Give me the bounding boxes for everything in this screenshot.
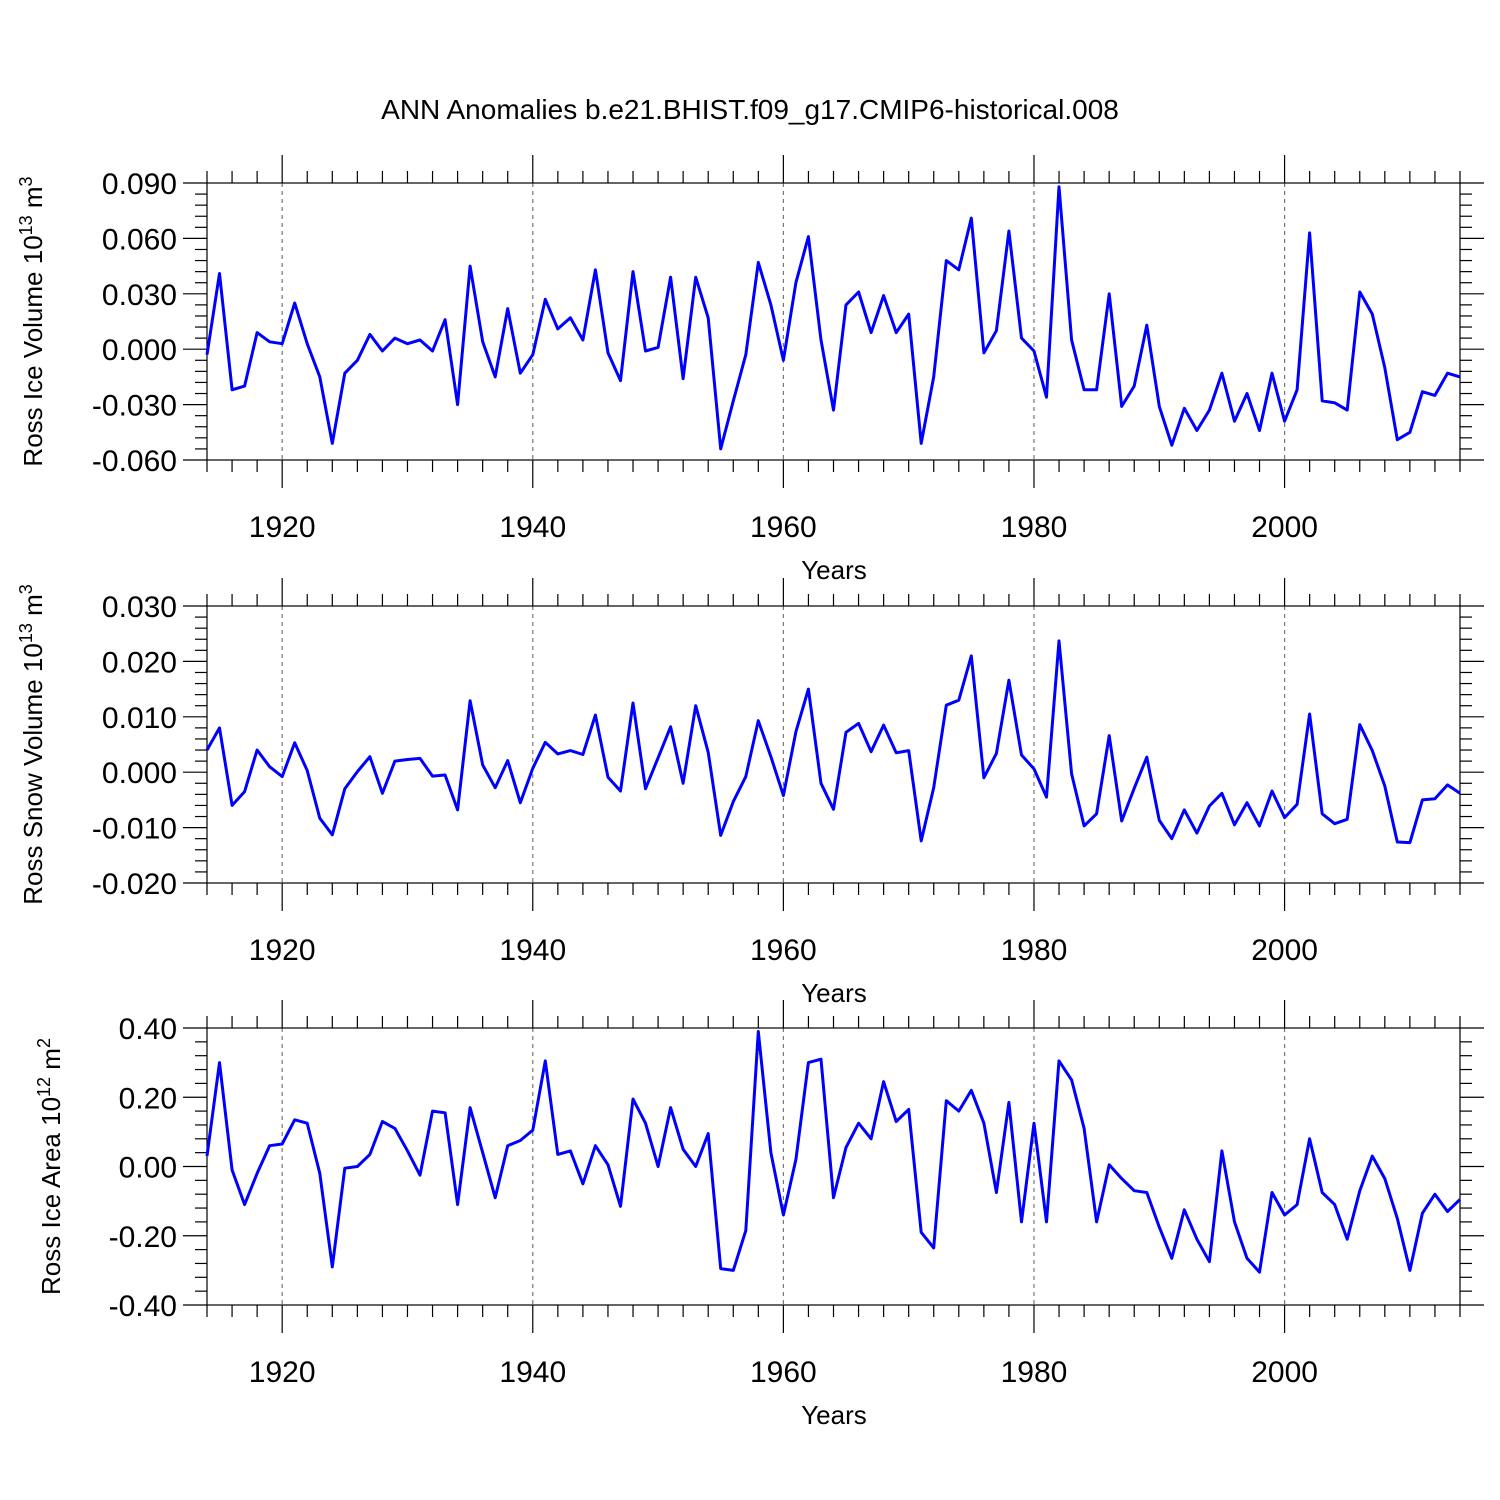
x-tick-label: 1960 <box>750 1356 817 1389</box>
y-axis-label-unit-exponent: 3 <box>16 584 36 594</box>
x-tick-label: 2000 <box>1251 511 1318 544</box>
plot-frame <box>206 605 1461 884</box>
y-tick-label: 0.060 <box>102 223 177 256</box>
series-line <box>205 185 1461 451</box>
y-axis-label-exponent: 13 <box>16 623 36 643</box>
y-axis-label-unit: m <box>36 1048 66 1077</box>
panel-3: 1920 1940 1960 1980 2000 -0.40 -0.20 0.00 0.20 0.… <box>34 1000 1484 1430</box>
y-tick-label: 0.00 <box>119 1152 177 1185</box>
y-axis-label-text: Ross Ice Area 10 <box>36 1097 66 1295</box>
x-tick-label: 1920 <box>249 511 316 544</box>
y-tick-label: 0.40 <box>119 1013 177 1046</box>
y-tick-label: -0.20 <box>109 1221 177 1254</box>
x-tick-label: 1960 <box>750 934 817 967</box>
x-tick-label: 1920 <box>249 1356 316 1389</box>
y-tick-label: -0.010 <box>92 813 177 846</box>
y-axis-label-unit-exponent: 2 <box>34 1038 54 1048</box>
y-axis-label-exponent: 12 <box>34 1077 54 1097</box>
y-tick-label: -0.030 <box>92 390 177 423</box>
series-line <box>205 639 1461 845</box>
panels: 1920 1940 1960 1980 2000 -0.060 -0.030 0.000 0.0… <box>16 155 1484 1430</box>
y-tick-label: -0.020 <box>92 868 177 901</box>
y-tick-label: 0.030 <box>102 279 177 312</box>
y-axis-label-unit: m <box>18 594 48 623</box>
x-axis-label: Years <box>801 978 867 1008</box>
y-axis-label-exponent: 13 <box>16 215 36 235</box>
y-tick-label: 0.010 <box>102 702 177 735</box>
y-tick-label: 0.090 <box>102 168 177 201</box>
y-axis-label-text: Ross Ice Volume 10 <box>18 235 48 466</box>
panel-1: 1920 1940 1960 1980 2000 -0.060 -0.030 0.000 0.0… <box>16 155 1484 585</box>
x-axis-label: Years <box>801 1400 867 1430</box>
panel-2: 1920 1940 1960 1980 2000 -0.020 -0.010 0.000 0.0… <box>16 578 1484 1008</box>
y-axis-label: Ross Ice Volume 1013 m3 <box>16 176 48 466</box>
x-axis-label: Years <box>801 555 867 585</box>
x-tick-label: 1940 <box>499 1356 566 1389</box>
y-axis-label-text: Ross Snow Volume 10 <box>18 643 48 905</box>
x-tick-label: 1940 <box>499 511 566 544</box>
x-tick-label: 1980 <box>1001 1356 1068 1389</box>
y-axis-label-unit-exponent: 3 <box>16 176 36 186</box>
x-tick-label: 1960 <box>750 511 817 544</box>
y-axis-label-unit: m <box>18 186 48 215</box>
plot-frame <box>206 1027 1461 1306</box>
series-line <box>205 1030 1462 1274</box>
y-tick-label: 0.000 <box>102 334 177 367</box>
y-tick-label: 0.000 <box>102 757 177 790</box>
x-tick-label: 1980 <box>1001 934 1068 967</box>
y-axis-label: Ross Snow Volume 1013 m3 <box>16 584 48 905</box>
x-tick-label: 1980 <box>1001 511 1068 544</box>
y-axis-label: Ross Ice Area 1012 m2 <box>34 1038 66 1295</box>
y-tick-label: -0.060 <box>92 445 177 478</box>
x-tick-label: 1940 <box>499 934 566 967</box>
y-tick-label: 0.20 <box>119 1082 177 1115</box>
figure-title: ANN Anomalies b.e21.BHIST.f09_g17.CMIP6-… <box>381 94 1119 125</box>
x-tick-label: 2000 <box>1251 934 1318 967</box>
y-tick-label: -0.40 <box>109 1290 177 1323</box>
plot-frame <box>206 182 1461 461</box>
x-tick-label: 2000 <box>1251 1356 1318 1389</box>
x-tick-label: 1920 <box>249 934 316 967</box>
y-tick-label: 0.020 <box>102 646 177 679</box>
y-tick-label: 0.030 <box>102 591 177 624</box>
